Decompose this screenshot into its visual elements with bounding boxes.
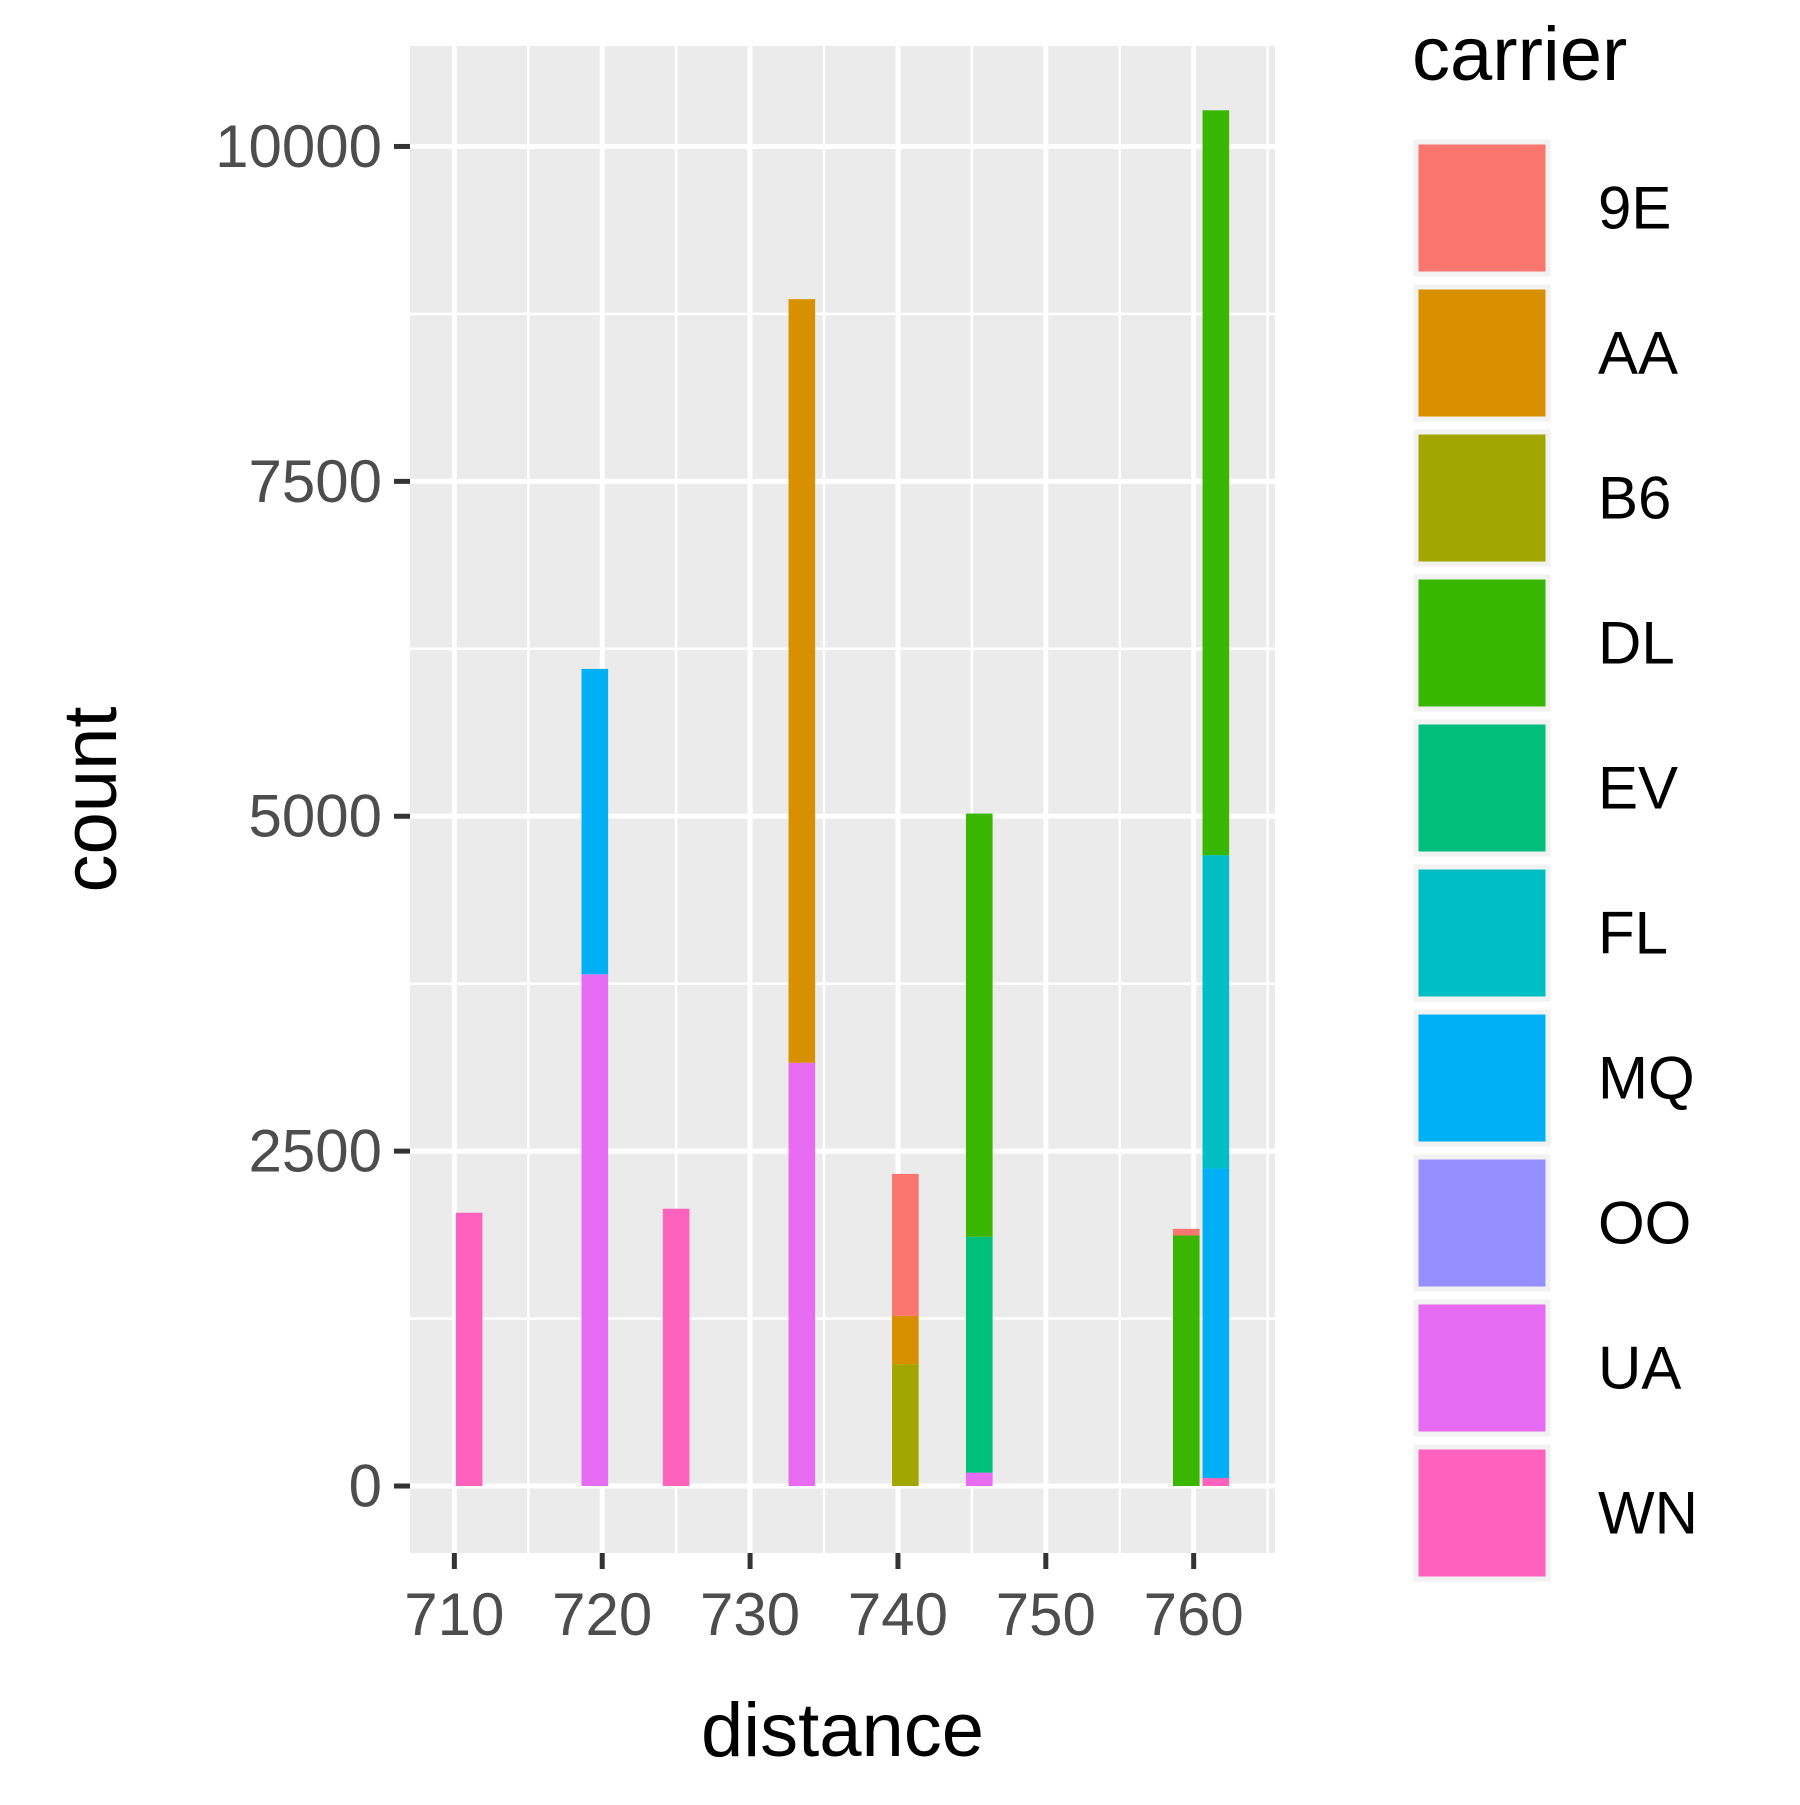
plot-panel <box>410 46 1275 1553</box>
legend-key-aa <box>1413 284 1551 422</box>
legend-key-fl <box>1413 864 1551 1002</box>
x-tick-label: 730 <box>700 1581 800 1648</box>
legend-title: carrier <box>1412 12 1627 97</box>
y-tick-label: 7500 <box>249 448 382 515</box>
legend-key-oo <box>1413 1154 1551 1292</box>
legend-key-wn <box>1413 1444 1551 1582</box>
legend: carrier 9E AA B6 DL EV FL MQ OO UA WN <box>1412 12 1698 1582</box>
bar-segment-mq-761.5 <box>1202 1168 1230 1478</box>
y-tick-label: 0 <box>349 1453 382 1520</box>
x-tick-label: 760 <box>1144 1581 1244 1648</box>
bar-segment-wn-761.5 <box>1202 1477 1230 1487</box>
bar-segment-ev-745.5 <box>965 1236 993 1473</box>
legend-key-mq <box>1413 1009 1551 1147</box>
y-tick-label: 5000 <box>249 783 382 850</box>
bar-segment-fl-761.5 <box>1202 855 1230 1169</box>
legend-key-ev <box>1413 719 1551 857</box>
x-tick-label: 750 <box>996 1581 1096 1648</box>
bar-segment-dl-745.5 <box>965 813 993 1237</box>
grid-minor <box>410 46 1275 1553</box>
legend-label-b6: B6 <box>1598 465 1671 532</box>
legend-label-9e: 9E <box>1598 175 1671 242</box>
bar-segment-wn-711 <box>455 1212 483 1487</box>
legend-label-ua: UA <box>1598 1335 1681 1402</box>
y-tick-label: 2500 <box>249 1118 382 1185</box>
legend-label-dl: DL <box>1598 610 1675 677</box>
legend-key-9e <box>1413 139 1551 277</box>
bar-segment-dl-761.5 <box>1202 110 1230 856</box>
bar-segment-9e-759.5 <box>1172 1228 1200 1236</box>
y-axis-title: count <box>48 707 133 893</box>
legend-key-b6 <box>1413 429 1551 567</box>
legend-label-mq: MQ <box>1598 1045 1695 1112</box>
legend-items: 9E AA B6 DL EV FL MQ OO UA WN <box>1413 139 1698 1582</box>
bar-segment-ua-719.5 <box>581 974 609 1487</box>
x-axis-title: distance <box>701 1688 984 1773</box>
legend-key-dl <box>1413 574 1551 712</box>
legend-label-ev: EV <box>1598 755 1678 822</box>
bar-segment-aa-740.5 <box>892 1315 919 1365</box>
legend-key-ua <box>1413 1299 1551 1437</box>
y-tick-label: 10000 <box>215 113 382 180</box>
bars <box>455 110 1230 1487</box>
legend-label-oo: OO <box>1598 1190 1691 1257</box>
x-tick-label: 740 <box>848 1581 948 1648</box>
bar-segment-dl-759.5 <box>1172 1235 1200 1487</box>
bar-segment-9e-740.5 <box>892 1173 919 1316</box>
legend-label-wn: WN <box>1598 1480 1698 1547</box>
bar-segment-ua-733.5 <box>788 1062 816 1487</box>
bar-segment-b6-740.5 <box>892 1364 919 1487</box>
x-tick-label: 710 <box>404 1581 504 1648</box>
axes: 710 720 730 740 750 760 0 2500 5000 7500 10000 <box>215 113 1244 1648</box>
bar-segment-ua-745.5 <box>965 1472 993 1487</box>
x-tick-label: 720 <box>552 1581 652 1648</box>
legend-label-fl: FL <box>1598 900 1668 967</box>
legend-label-aa: AA <box>1598 320 1678 387</box>
bar-segment-mq-719.5 <box>581 668 609 975</box>
bar-segment-aa-733.5 <box>788 299 816 1063</box>
bar-segment-wn-725 <box>662 1208 690 1487</box>
